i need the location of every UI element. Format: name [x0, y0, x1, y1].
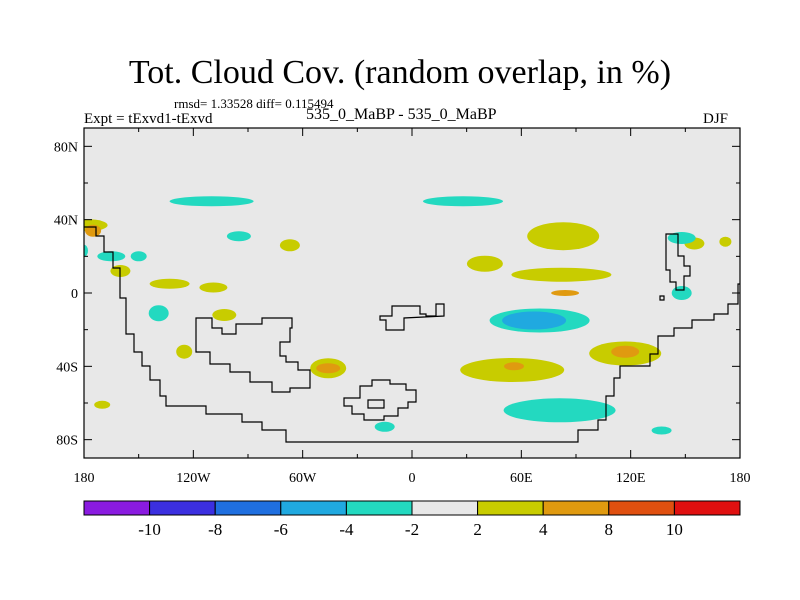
coastline-island-3 — [343, 379, 417, 421]
positive-anomaly-10 — [149, 278, 190, 289]
coastline-island-6 — [659, 295, 665, 301]
coastline-island-5 — [665, 233, 691, 291]
positive-anomaly-11 — [199, 282, 228, 293]
lat-label: 80S — [56, 434, 78, 449]
colorbar-label: -4 — [339, 520, 354, 539]
experiment-label: Expt = tExvd1-tExvd — [84, 111, 213, 127]
lat-label: 80N — [54, 140, 78, 155]
lon-label: 180 — [730, 471, 751, 486]
colorbar-label: 10 — [666, 520, 683, 539]
lat-label: 40N — [54, 214, 78, 229]
colorbar-swatch-7 — [542, 500, 610, 516]
negative-anomaly-4 — [84, 244, 88, 257]
season-label: DJF — [703, 111, 729, 127]
stats-label: rmsd= 1.33528 diff= 0.115494 — [174, 96, 334, 111]
colorbar: -10 -8 -6 -4 -2 2 4 8 10 — [83, 500, 741, 539]
colorbar-label: -6 — [274, 520, 288, 539]
lon-label: 0 — [409, 471, 416, 486]
colorbar-swatch-3 — [280, 500, 347, 516]
positive-anomaly-31 — [212, 309, 237, 321]
colorbar-swatch-0 — [83, 500, 151, 516]
positive-anomaly-15 — [551, 290, 580, 296]
lon-label: 120E — [616, 471, 646, 486]
coastlines — [84, 226, 740, 443]
negative-anomaly-0 — [423, 196, 503, 207]
coastline-west — [84, 226, 740, 443]
lat-label: 0 — [71, 287, 78, 302]
positive-anomaly-12 — [527, 222, 600, 251]
chart-title: Tot. Cloud Cov. (random overlap, in %) — [128, 54, 672, 91]
coastline-island-2 — [379, 303, 445, 331]
positive-anomaly-6 — [279, 239, 300, 252]
negative-anomaly-5 — [226, 231, 251, 242]
negative-anomaly-18 — [667, 232, 696, 244]
lon-label: 180 — [74, 471, 95, 486]
colorbar-label: 8 — [605, 520, 614, 539]
colorbar-label: -8 — [208, 520, 222, 539]
lat-label: 40S — [56, 360, 78, 375]
colorbar-swatch-1 — [149, 500, 216, 516]
lon-label: 60E — [510, 471, 533, 486]
colorbar-swatch-4 — [345, 500, 413, 516]
positive-anomaly-3 — [85, 224, 102, 237]
colorbar-label: -10 — [138, 520, 161, 539]
colorbar-swatch-2 — [214, 500, 282, 516]
map-background — [84, 128, 740, 458]
coastline-island-4 — [367, 399, 385, 409]
negative-anomaly-8 — [130, 251, 147, 262]
lon-label: 60W — [289, 471, 317, 486]
negative-anomaly-29 — [148, 305, 169, 322]
positive-anomaly-32 — [94, 400, 111, 409]
colorbar-swatch-9 — [673, 500, 741, 516]
colorbar-label: -2 — [405, 520, 419, 539]
axes: 80N 40N 0 40S 80S 180 120W 60W 0 60E 120E 180 — [54, 128, 751, 486]
lon-label: 120W — [176, 471, 211, 486]
negative-anomaly-21 — [502, 311, 567, 330]
positive-anomaly-30 — [176, 344, 193, 359]
negative-anomaly-34 — [374, 421, 395, 432]
negative-anomaly-1 — [169, 196, 254, 207]
colorbar-swatch-5 — [411, 500, 479, 516]
negative-anomaly-19 — [671, 286, 692, 300]
positive-anomaly-14 — [466, 255, 503, 272]
positive-anomaly-28 — [316, 363, 341, 374]
anomaly-fields — [84, 196, 732, 435]
coastline-island-1 — [195, 317, 311, 393]
colorbar-swatch-8 — [608, 500, 675, 516]
case-label: 535_0_MaBP - 535_0_MaBP — [306, 106, 497, 123]
negative-anomaly-33 — [651, 426, 672, 435]
negative-anomaly-26 — [503, 398, 616, 423]
negative-anomaly-7 — [97, 251, 126, 262]
positive-anomaly-13 — [511, 267, 612, 282]
colorbar-swatch-6 — [477, 500, 544, 516]
colorbar-label: 2 — [473, 520, 482, 539]
positive-anomaly-25 — [611, 345, 640, 358]
positive-anomaly-23 — [504, 362, 524, 371]
positive-anomaly-17 — [719, 236, 732, 247]
colorbar-label: 4 — [539, 520, 548, 539]
